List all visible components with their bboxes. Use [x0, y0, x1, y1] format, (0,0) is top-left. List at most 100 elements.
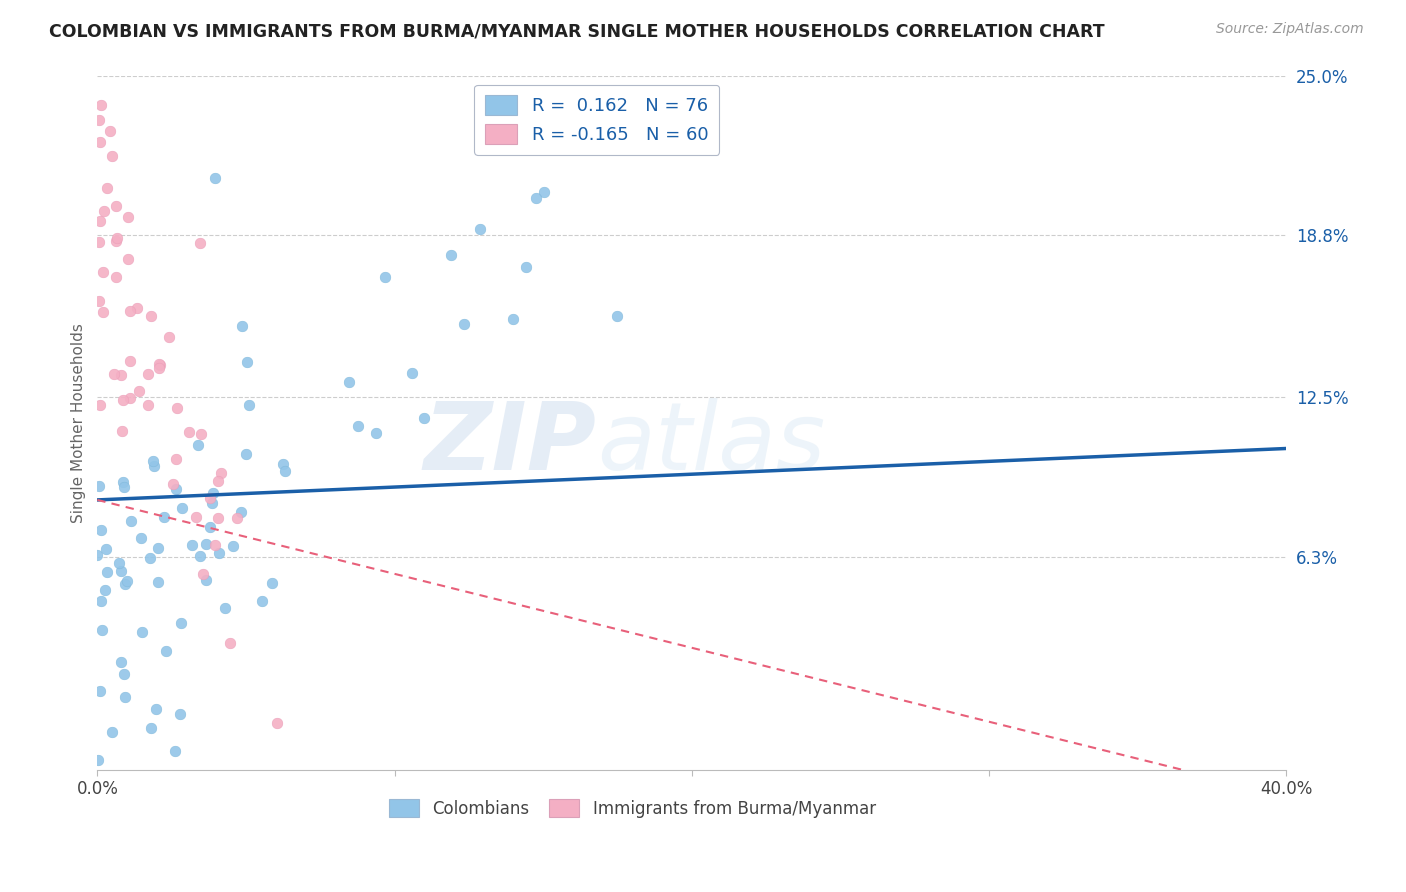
Point	[105, 231, 128, 245]
Point	[112, 480, 135, 494]
Point	[90, 788, 112, 802]
Point	[87, 113, 110, 128]
Point	[194, 574, 217, 588]
Point	[114, 576, 136, 591]
Point	[136, 398, 159, 412]
Point	[115, 574, 138, 588]
Point	[112, 666, 135, 681]
Point	[186, 509, 208, 524]
Point	[91, 265, 114, 279]
Point	[129, 531, 152, 545]
Point	[100, 124, 122, 138]
Point	[347, 419, 370, 434]
Point	[89, 479, 111, 493]
Point	[89, 136, 111, 150]
Point	[118, 354, 141, 368]
Point	[162, 477, 184, 491]
Point	[96, 565, 118, 579]
Text: COLOMBIAN VS IMMIGRANTS FROM BURMA/MYANMAR SINGLE MOTHER HOUSEHOLDS CORRELATION : COLOMBIAN VS IMMIGRANTS FROM BURMA/MYANM…	[49, 22, 1105, 40]
Point	[208, 546, 231, 560]
Point	[148, 358, 170, 372]
Point	[136, 367, 159, 381]
Point	[364, 426, 387, 441]
Point	[180, 538, 202, 552]
Point	[120, 514, 142, 528]
Point	[149, 358, 172, 372]
Point	[145, 702, 167, 716]
Point	[533, 185, 555, 199]
Point	[169, 706, 191, 721]
Point	[193, 567, 215, 582]
Point	[277, 846, 299, 860]
Point	[105, 234, 128, 248]
Point	[401, 366, 423, 380]
Point	[204, 171, 226, 186]
Point	[90, 97, 112, 112]
Point	[105, 199, 128, 213]
Point	[214, 601, 236, 615]
Point	[231, 506, 253, 520]
Point	[207, 511, 229, 525]
Point	[90, 623, 112, 637]
Point	[253, 785, 276, 799]
Y-axis label: Single Mother Households: Single Mother Households	[72, 323, 86, 523]
Point	[231, 319, 253, 334]
Point	[90, 523, 112, 537]
Point	[225, 511, 247, 525]
Point	[202, 486, 225, 500]
Point	[204, 538, 226, 552]
Point	[209, 467, 232, 481]
Point	[120, 391, 142, 405]
Point	[440, 248, 463, 262]
Point	[89, 398, 111, 412]
Point	[142, 454, 165, 468]
Point	[146, 541, 169, 556]
Point	[222, 539, 245, 553]
Point	[86, 753, 108, 767]
Point	[101, 725, 124, 739]
Point	[120, 304, 142, 318]
Point	[468, 221, 491, 235]
Point	[87, 235, 110, 250]
Point	[101, 149, 124, 163]
Point	[93, 203, 115, 218]
Point	[125, 301, 148, 316]
Point	[526, 191, 548, 205]
Point	[316, 808, 339, 822]
Point	[128, 384, 150, 398]
Point	[148, 361, 170, 376]
Point	[325, 888, 347, 892]
Point	[413, 411, 436, 425]
Point	[271, 457, 294, 471]
Point	[157, 330, 180, 344]
Point	[91, 305, 114, 319]
Point	[166, 482, 188, 496]
Point	[266, 715, 288, 730]
Point	[188, 549, 211, 564]
Point	[153, 510, 176, 524]
Point	[139, 721, 162, 735]
Point	[195, 537, 218, 551]
Point	[141, 310, 163, 324]
Point	[177, 425, 200, 440]
Point	[93, 582, 115, 597]
Text: ZIP: ZIP	[423, 398, 596, 490]
Point	[200, 496, 222, 510]
Point	[111, 424, 134, 438]
Point	[108, 557, 131, 571]
Point	[374, 270, 396, 285]
Point	[166, 401, 188, 415]
Point	[90, 593, 112, 607]
Point	[142, 459, 165, 474]
Point	[112, 393, 135, 408]
Text: Source: ZipAtlas.com: Source: ZipAtlas.com	[1216, 22, 1364, 37]
Point	[139, 551, 162, 566]
Legend: Colombians, Immigrants from Burma/Myanmar: Colombians, Immigrants from Burma/Myanma…	[382, 792, 883, 824]
Point	[87, 294, 110, 309]
Point	[117, 210, 139, 224]
Point	[103, 367, 125, 381]
Point	[188, 235, 211, 250]
Point	[250, 594, 273, 608]
Point	[89, 684, 111, 698]
Point	[110, 564, 132, 578]
